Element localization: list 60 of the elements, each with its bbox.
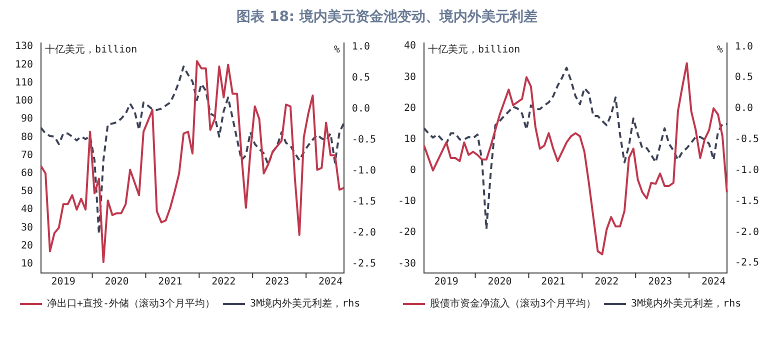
x-tick-label: 2023: [648, 276, 672, 288]
y-axis-title: 十亿美元，billion: [428, 44, 520, 56]
x-tick-label: 2019: [51, 276, 76, 288]
y-tick-label: 100: [15, 96, 34, 107]
y-tick-label: 130: [15, 41, 34, 52]
x-tick-label: 2023: [265, 276, 290, 288]
legend-label: 3M境内外美元利差，rhs: [631, 298, 742, 310]
y2-tick-label: -1.5: [352, 196, 376, 208]
y-tick-label: 0: [410, 165, 416, 176]
y2-tick-label: -2.0: [734, 226, 760, 238]
y-tick-label: -20: [398, 227, 416, 238]
y2-tick-label: -1.5: [734, 196, 760, 207]
y2-tick-label: 1.0: [734, 41, 753, 52]
y2-tick-label: 0.0: [734, 103, 753, 114]
y2-tick-label: -2.5: [352, 258, 376, 270]
y2-tick-label: -2.5: [734, 258, 760, 269]
y2-tick-label: -1.0: [734, 164, 760, 176]
y-tick-label: 30: [404, 72, 416, 83]
y-tick-label: 90: [21, 114, 34, 125]
x-tick-label: 2024: [318, 276, 343, 288]
y2-tick-label: -1.0: [352, 165, 376, 176]
text: 图表 18: 境内美元资金池变动、境内外美元利差: [236, 8, 538, 26]
y2-tick-label: 1.0: [352, 41, 370, 52]
y2-axis-title: %: [334, 44, 340, 56]
y-tick-label: 60: [21, 168, 34, 179]
y-tick-label: 70: [21, 150, 34, 161]
x-tick-label: 2022: [594, 276, 619, 288]
y-tick-label: 40: [404, 40, 416, 52]
x-tick-label: 2021: [158, 276, 182, 288]
x-tick-label: 2019: [434, 276, 458, 288]
y-tick-label: 30: [21, 222, 34, 234]
y-tick-label: 50: [21, 186, 34, 198]
x-tick-label: 2021: [541, 276, 566, 288]
x-tick-label: 2024: [702, 276, 726, 288]
y-tick-label: 20: [404, 102, 416, 114]
x-tick-label: 2020: [488, 276, 512, 288]
y-tick-label: -30: [398, 258, 416, 270]
y-tick-label: 10: [404, 134, 416, 145]
y-tick-label: 120: [15, 59, 34, 70]
y-tick-label: 80: [21, 132, 34, 143]
legend-label: 3M境内外美元利差，rhs: [250, 298, 360, 310]
y2-tick-label: 0.0: [352, 103, 370, 114]
y2-tick-label: -2.0: [352, 227, 376, 238]
legend-label: 股债市资金净流入（滚动3个月平均）: [430, 298, 596, 310]
y2-tick-label: 0.5: [734, 72, 753, 84]
y2-axis-title: %: [716, 44, 723, 56]
y2-tick-label: 0.5: [352, 72, 370, 84]
y2-tick-label: -0.5: [352, 134, 376, 146]
y-tick-label: 20: [21, 240, 34, 252]
y-tick-label: 40: [21, 204, 34, 216]
y2-tick-label: -0.5: [734, 134, 760, 146]
y-tick-label: 10: [21, 258, 34, 270]
y-tick-label: -10: [398, 196, 416, 208]
line-series: [40, 66, 345, 235]
y-tick-label: 110: [15, 77, 34, 88]
line-series: [423, 66, 728, 230]
y-axis-title: 十亿美元，billion: [45, 44, 138, 56]
x-tick-label: 2022: [212, 276, 236, 288]
x-tick-label: 2020: [104, 276, 129, 288]
legend-label: 净出口+直投-外储（滚动3个月平均）: [47, 298, 216, 310]
